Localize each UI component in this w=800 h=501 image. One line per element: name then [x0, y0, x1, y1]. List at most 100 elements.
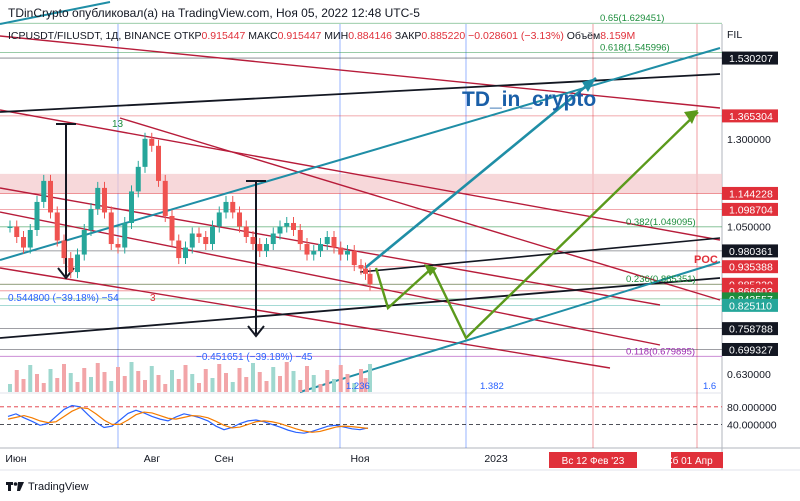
candle-body: [223, 201, 229, 213]
candle-body: [48, 180, 53, 213]
volume-bar: [210, 378, 215, 392]
candle-body: [108, 212, 114, 245]
candle-body: [81, 229, 87, 255]
projection-arrow-line: [364, 76, 597, 270]
poc-label: POC: [694, 254, 718, 266]
candle-body: [7, 226, 13, 228]
symbol-name[interactable]: ICPUSDT/FILUSDT, 1Д, BINANCE: [8, 30, 171, 42]
high-label: МАКС: [248, 30, 278, 42]
volume-bar: [203, 369, 208, 392]
open-value: 0.915447: [201, 30, 246, 42]
volume-bar: [109, 381, 114, 392]
volume-bar: [95, 363, 100, 392]
fib-level-label: 0.118(0.679895): [626, 346, 695, 357]
volume-bar: [237, 368, 242, 392]
candle-body: [135, 166, 141, 192]
candle-body: [291, 222, 296, 230]
trend-channel-line: [0, 267, 611, 369]
price-badge: [722, 322, 778, 336]
trend-channel-line: [119, 117, 721, 301]
trend-channel-line: [0, 35, 721, 109]
change-value: −0.028601 (−3.13%): [468, 30, 564, 42]
price-badge-label: 0.935388: [729, 262, 773, 274]
open-label: ОТКР: [173, 30, 202, 42]
price-badge-label: 1.530207: [729, 53, 773, 65]
teal-trend-line: [0, 1, 111, 25]
candle-body: [95, 187, 101, 209]
volume-label: Объём: [566, 30, 601, 42]
candle-body: [264, 244, 269, 252]
candle-body: [304, 244, 310, 255]
volume-bar: [217, 364, 222, 392]
tradingview-logo-icon: [6, 480, 24, 495]
fib-level-label: 0.65(1.629451): [600, 13, 664, 24]
price-badge-label: 0.980361: [729, 246, 773, 258]
projection-arrow-head: [424, 264, 437, 276]
volume-bar: [190, 374, 195, 392]
volume-bar: [278, 376, 282, 392]
measure-label: 0.544800 (−39.18%) −54: [8, 293, 119, 304]
td-count-label: 3: [150, 293, 156, 304]
projection-arrow-head: [684, 110, 698, 124]
close-value: 0.885220: [421, 30, 466, 42]
candle-body: [351, 251, 357, 266]
time-axis-tick: Ноя: [350, 453, 369, 465]
candle-body: [169, 215, 175, 241]
time-axis-tick: Июн: [5, 453, 26, 465]
candle-body: [142, 138, 148, 167]
low-label: МИН: [324, 30, 349, 42]
volume-bar: [197, 383, 201, 392]
volume-bar: [170, 370, 174, 392]
candle-body: [75, 254, 80, 273]
close-label: ЗАКР: [394, 30, 422, 42]
projection-arrow-head: [582, 78, 596, 92]
chart-title: TD_in_crypto: [462, 88, 596, 111]
volume-bar: [176, 379, 181, 392]
time-axis-tick: Авг: [144, 453, 161, 465]
volume-bar: [368, 364, 372, 392]
trend-channel-line: [0, 187, 661, 306]
price-axis-tick: 1.300000: [727, 134, 771, 146]
time-highlight-badge: [671, 452, 723, 468]
tradingview-brand: TradingView: [28, 481, 89, 493]
price-scale-label: FIL: [727, 29, 742, 41]
candle-body: [14, 226, 20, 238]
volume-bar: [163, 384, 168, 392]
symbol-legend: ICPUSDT/FILUSDT, 1Д, BINANCE ОТКР0.91544…: [8, 30, 635, 42]
candle-body: [363, 268, 368, 274]
candle-body: [250, 237, 256, 245]
candle-body: [156, 145, 161, 181]
price-badge: [722, 342, 778, 356]
candle-body: [210, 226, 215, 245]
price-badge: [722, 298, 778, 312]
candle-body: [54, 212, 60, 241]
volume-bar: [291, 371, 296, 392]
teal-trend-line: [0, 47, 721, 261]
volume-bar: [183, 365, 188, 392]
volume-bar: [149, 366, 154, 392]
high-value: 0.915447: [277, 30, 322, 42]
candle-body: [270, 233, 276, 245]
volume-bar: [14, 370, 19, 392]
volume-bar: [325, 370, 330, 392]
price-badge-label: 0.825110: [729, 300, 772, 312]
candle-body: [345, 251, 350, 255]
candle-body: [230, 201, 236, 213]
volume-bar: [129, 362, 134, 392]
candle-body: [216, 212, 222, 227]
volume-bar: [28, 365, 33, 392]
oscillator-d-line: [7, 407, 369, 433]
volume-bar: [264, 381, 269, 392]
oscillator-axis-tick: 80.000000: [727, 402, 777, 414]
volume-bar: [352, 383, 357, 392]
candle-body: [122, 222, 128, 248]
extension-label: 1.236: [346, 381, 370, 392]
candle-body: [61, 240, 67, 259]
volume-value: 8.159M: [600, 30, 636, 42]
candle-body: [237, 212, 242, 227]
td-count-label: 13: [112, 119, 124, 130]
price-badge-label: 1.098704: [729, 204, 773, 216]
